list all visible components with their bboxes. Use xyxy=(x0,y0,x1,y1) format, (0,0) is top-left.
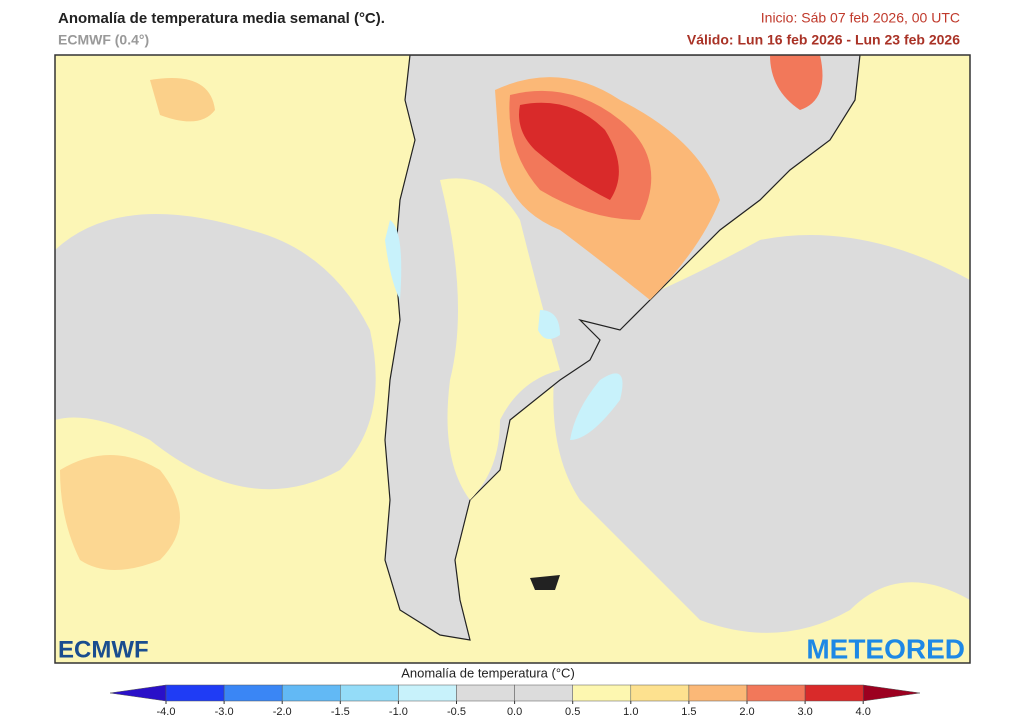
colorbar-segment xyxy=(456,684,515,702)
colorbar-tick-label: 0.0 xyxy=(507,706,522,718)
logo-ecmwf: ECMWF xyxy=(58,636,149,663)
valid-date: Válido: Lun 16 feb 2026 - Lun 23 feb 202… xyxy=(687,32,960,48)
colorbar-segment xyxy=(804,684,864,702)
colorbar-over xyxy=(862,684,921,702)
logo-meteored: METEORED xyxy=(806,633,965,664)
colorbar-segment xyxy=(165,684,225,702)
colorbar-segment xyxy=(688,684,748,702)
colorbar-segment xyxy=(572,684,632,702)
colorbar-segment xyxy=(630,684,690,702)
legend-title: Anomalía de temperatura (°C) xyxy=(401,665,575,680)
colorbar-tick-label: 1.0 xyxy=(623,706,638,718)
colorbar-tick-label: 3.0 xyxy=(797,706,812,718)
title: Anomalía de temperatura media semanal (°… xyxy=(58,10,385,27)
colorbar-tick-label: -1.0 xyxy=(389,706,408,718)
colorbar-segment xyxy=(281,684,341,702)
colorbar-segment xyxy=(223,684,283,702)
init-date: Inicio: Sáb 07 feb 2026, 00 UTC xyxy=(761,10,960,26)
colorbar-segment xyxy=(340,684,399,702)
subtitle: ECMWF (0.4°) xyxy=(58,32,149,48)
colorbar-tick-label: 0.5 xyxy=(565,706,580,718)
colorbar-tick-label: -0.5 xyxy=(447,706,466,718)
colorbar-tick-label: -3.0 xyxy=(215,706,234,718)
colorbar: -4.0 -3.0 -2.0 -1.5 -1.0 -0.5 0.0 0.5 1.0 1.5 2.0 3… xyxy=(109,684,921,718)
colorbar-tick-label: 1.5 xyxy=(681,706,696,718)
colorbar-tick-label: -4.0 xyxy=(157,706,176,718)
colorbar-segment xyxy=(746,684,806,702)
colorbar-tick-label: 4.0 xyxy=(856,706,871,718)
colorbar-tick-label: 2.0 xyxy=(739,706,754,718)
colorbar-segment xyxy=(514,684,573,702)
colorbar-under xyxy=(109,684,167,702)
colorbar-tick-label: -1.5 xyxy=(331,706,350,718)
colorbar-segment xyxy=(398,684,457,702)
colorbar-tick-label: -2.0 xyxy=(273,706,292,718)
map: ECMWF METEORED xyxy=(54,54,971,664)
